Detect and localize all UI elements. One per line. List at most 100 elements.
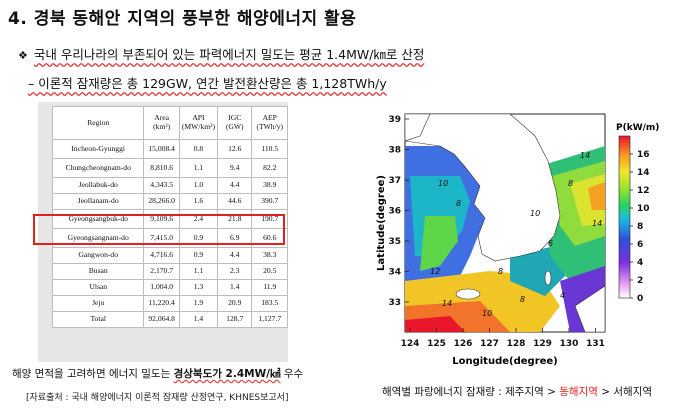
- cell-area: 8,810.6: [143, 158, 180, 178]
- cell-area: 2,170.7: [143, 263, 180, 280]
- sea-field-east-sea-hot: [588, 182, 605, 210]
- cell-igc: 1.4: [216, 279, 253, 296]
- cell-api: 1.9: [178, 295, 218, 312]
- bullet-wave-density-text: 국내 우리나라의 부존되어 있는 파력에너지 밀도는 평균 1.4MW/㎞로 산…: [33, 47, 425, 62]
- y-tick-label: 35: [388, 237, 401, 247]
- cell-aep: 38.3: [251, 247, 288, 264]
- cell-area: 15,008.4: [143, 139, 180, 159]
- cell-region: Jeollabuk-do: [51, 177, 145, 194]
- korean-peninsula-land: [405, 114, 561, 262]
- y-tick-label: 36: [388, 207, 401, 217]
- table-row: Incheon-Gyunggi 15,008.4 0.8 12.6 110.5: [51, 139, 288, 159]
- cell-region: Gangwon-do: [51, 247, 145, 264]
- table-row: Gangwon-do 4,716.6 0.9 4.4 38.3: [51, 247, 288, 264]
- slide-title: 4. 경북 동해안 지역의 풍부한 해양에너지 활용: [8, 9, 357, 29]
- cell-api: 0.8: [178, 139, 218, 159]
- bullet-theoretical-potential: – 이론적 잠재량은 총 129GW, 연간 발전환산량은 총 1,128TWh…: [28, 73, 387, 92]
- cell-api: 0.9: [178, 247, 218, 264]
- map-caption: 해역별 파랑에너지 잠재량 : 제주지역 > 동해지역 > 서해지역: [382, 384, 652, 399]
- cell-igc: 4.4: [216, 177, 253, 194]
- contour-label: 8: [456, 199, 461, 208]
- diamond-bullet-icon: ❖: [18, 49, 28, 62]
- gyeongsangbuk-highlight-box: [33, 214, 285, 245]
- map-x-axis-label: Longitude(degree): [452, 356, 558, 367]
- cell-api: 1.1: [178, 158, 218, 178]
- contour-label: 10: [530, 209, 540, 218]
- contour-label: 12: [430, 267, 440, 276]
- header-igc: IGC (GW): [216, 106, 253, 140]
- china-coast-land: [405, 114, 431, 142]
- colorbar-tick-label: 12: [637, 186, 650, 196]
- contour-label: 14: [592, 219, 602, 228]
- header-region: Region: [51, 106, 145, 140]
- cell-aep: 82.2: [251, 158, 288, 178]
- cell-aep: 183.5: [251, 295, 288, 312]
- cell-aep: 20.5: [251, 263, 288, 280]
- table-row: Jeollabuk-do 4,343.5 1.0 4.4 38.9: [51, 177, 288, 194]
- table-header-row: Region Area (km²) API (MW/km²) IGC (GW) …: [51, 106, 288, 140]
- map-y-axis-label: Latitude(degree): [376, 175, 387, 271]
- cell-region: Total: [51, 311, 145, 328]
- colorbar-tick-label: 0: [637, 294, 643, 304]
- cell-igc: 12.6: [216, 139, 253, 159]
- contour-label: 8: [520, 295, 525, 304]
- map-caption-prefix: 해역별 파랑에너지 잠재량 : 제주지역 >: [382, 386, 560, 398]
- cell-aep: 110.5: [251, 139, 288, 159]
- cell-area: 28,266.0: [143, 193, 180, 210]
- contour-label: 10: [482, 309, 492, 318]
- cell-api: 1.3: [178, 279, 218, 296]
- header-api: API (MW/km²): [178, 106, 218, 140]
- colorbar-tick-label: 16: [637, 150, 650, 160]
- cell-aep: 11.9: [251, 279, 288, 296]
- y-tick-label: 38: [388, 146, 401, 156]
- table-row: Chungcheongnam-do 8,810.6 1.1 9.4 82.2: [51, 158, 288, 178]
- density-note-suffix: 우수: [280, 368, 304, 380]
- y-tick-label: 37: [388, 176, 401, 186]
- japan-land: [574, 285, 605, 332]
- cell-region: Jeju: [51, 295, 145, 312]
- cell-igc: 9.4: [216, 158, 253, 178]
- cell-igc: 4.4: [216, 247, 253, 264]
- cell-area: 4,716.6: [143, 247, 180, 264]
- cell-region: Chungcheongnam-do: [51, 158, 145, 178]
- cell-area: 92,064.8: [143, 311, 180, 328]
- contour-label: 14: [580, 151, 590, 160]
- contour-label: 8: [568, 179, 573, 188]
- cell-api: 1.4: [178, 311, 218, 328]
- colorbar-title: P(kW/m): [616, 123, 659, 133]
- cell-api: 1.6: [178, 193, 218, 210]
- cell-area: 11,220.4: [143, 295, 180, 312]
- colorbar-tick-label: 4: [637, 258, 643, 268]
- cell-igc: 2.3: [216, 263, 253, 280]
- cell-igc: 44.6: [216, 193, 253, 210]
- y-tick-label: 33: [388, 298, 401, 308]
- cell-aep: 1,127.7: [251, 311, 288, 328]
- colorbar-tick-label: 10: [637, 204, 650, 214]
- colorbar-tick-label: 2: [637, 276, 643, 286]
- density-note-prefix: 해양 면적을 고려하면 에너지 밀도는: [12, 368, 174, 380]
- contour-label: 8: [498, 267, 503, 276]
- table-row: Ulsan 1,004.0 1.3 1.4 11.9: [51, 279, 288, 296]
- table-row: Busan 2,170.7 1.1 2.3 20.5: [51, 263, 288, 280]
- cell-region: Incheon-Gyunggi: [51, 139, 145, 159]
- contour-label: 14: [442, 299, 452, 308]
- bullet-theoretical-potential-text: – 이론적 잠재량은 총 129GW, 연간 발전환산량은 총 1,128TWh…: [28, 76, 387, 91]
- map-caption-suffix: > 서해지역: [597, 386, 653, 398]
- y-tick-label: 39: [388, 115, 401, 125]
- x-tick-label: 124: [401, 339, 420, 349]
- contour-label: 4: [560, 291, 565, 300]
- x-tick-label: 131: [586, 339, 605, 349]
- cell-region: Busan: [51, 263, 145, 280]
- contour-label: 10: [438, 179, 448, 188]
- x-tick-label: 125: [427, 339, 446, 349]
- x-tick-label: 130: [560, 339, 579, 349]
- colorbar: [618, 135, 631, 299]
- map-caption-east-sea: 동해지역: [559, 386, 598, 398]
- source-note: [자료출처 : 국내 해양에너지 이론적 잠재량 산정연구, KHNES보고서]: [26, 393, 289, 403]
- bullet-wave-density: ❖ 국내 우리나라의 부존되어 있는 파력에너지 밀도는 평균 1.4MW/㎞로 …: [18, 44, 424, 63]
- cell-igc: 20.9: [216, 295, 253, 312]
- density-note: 해양 면적을 고려하면 에너지 밀도는 경상북도가 2.4MW/㎢ 우수: [12, 366, 303, 381]
- header-aep: AEP (TWh/y): [251, 106, 288, 140]
- cell-region: Jeollanam-do: [51, 193, 145, 210]
